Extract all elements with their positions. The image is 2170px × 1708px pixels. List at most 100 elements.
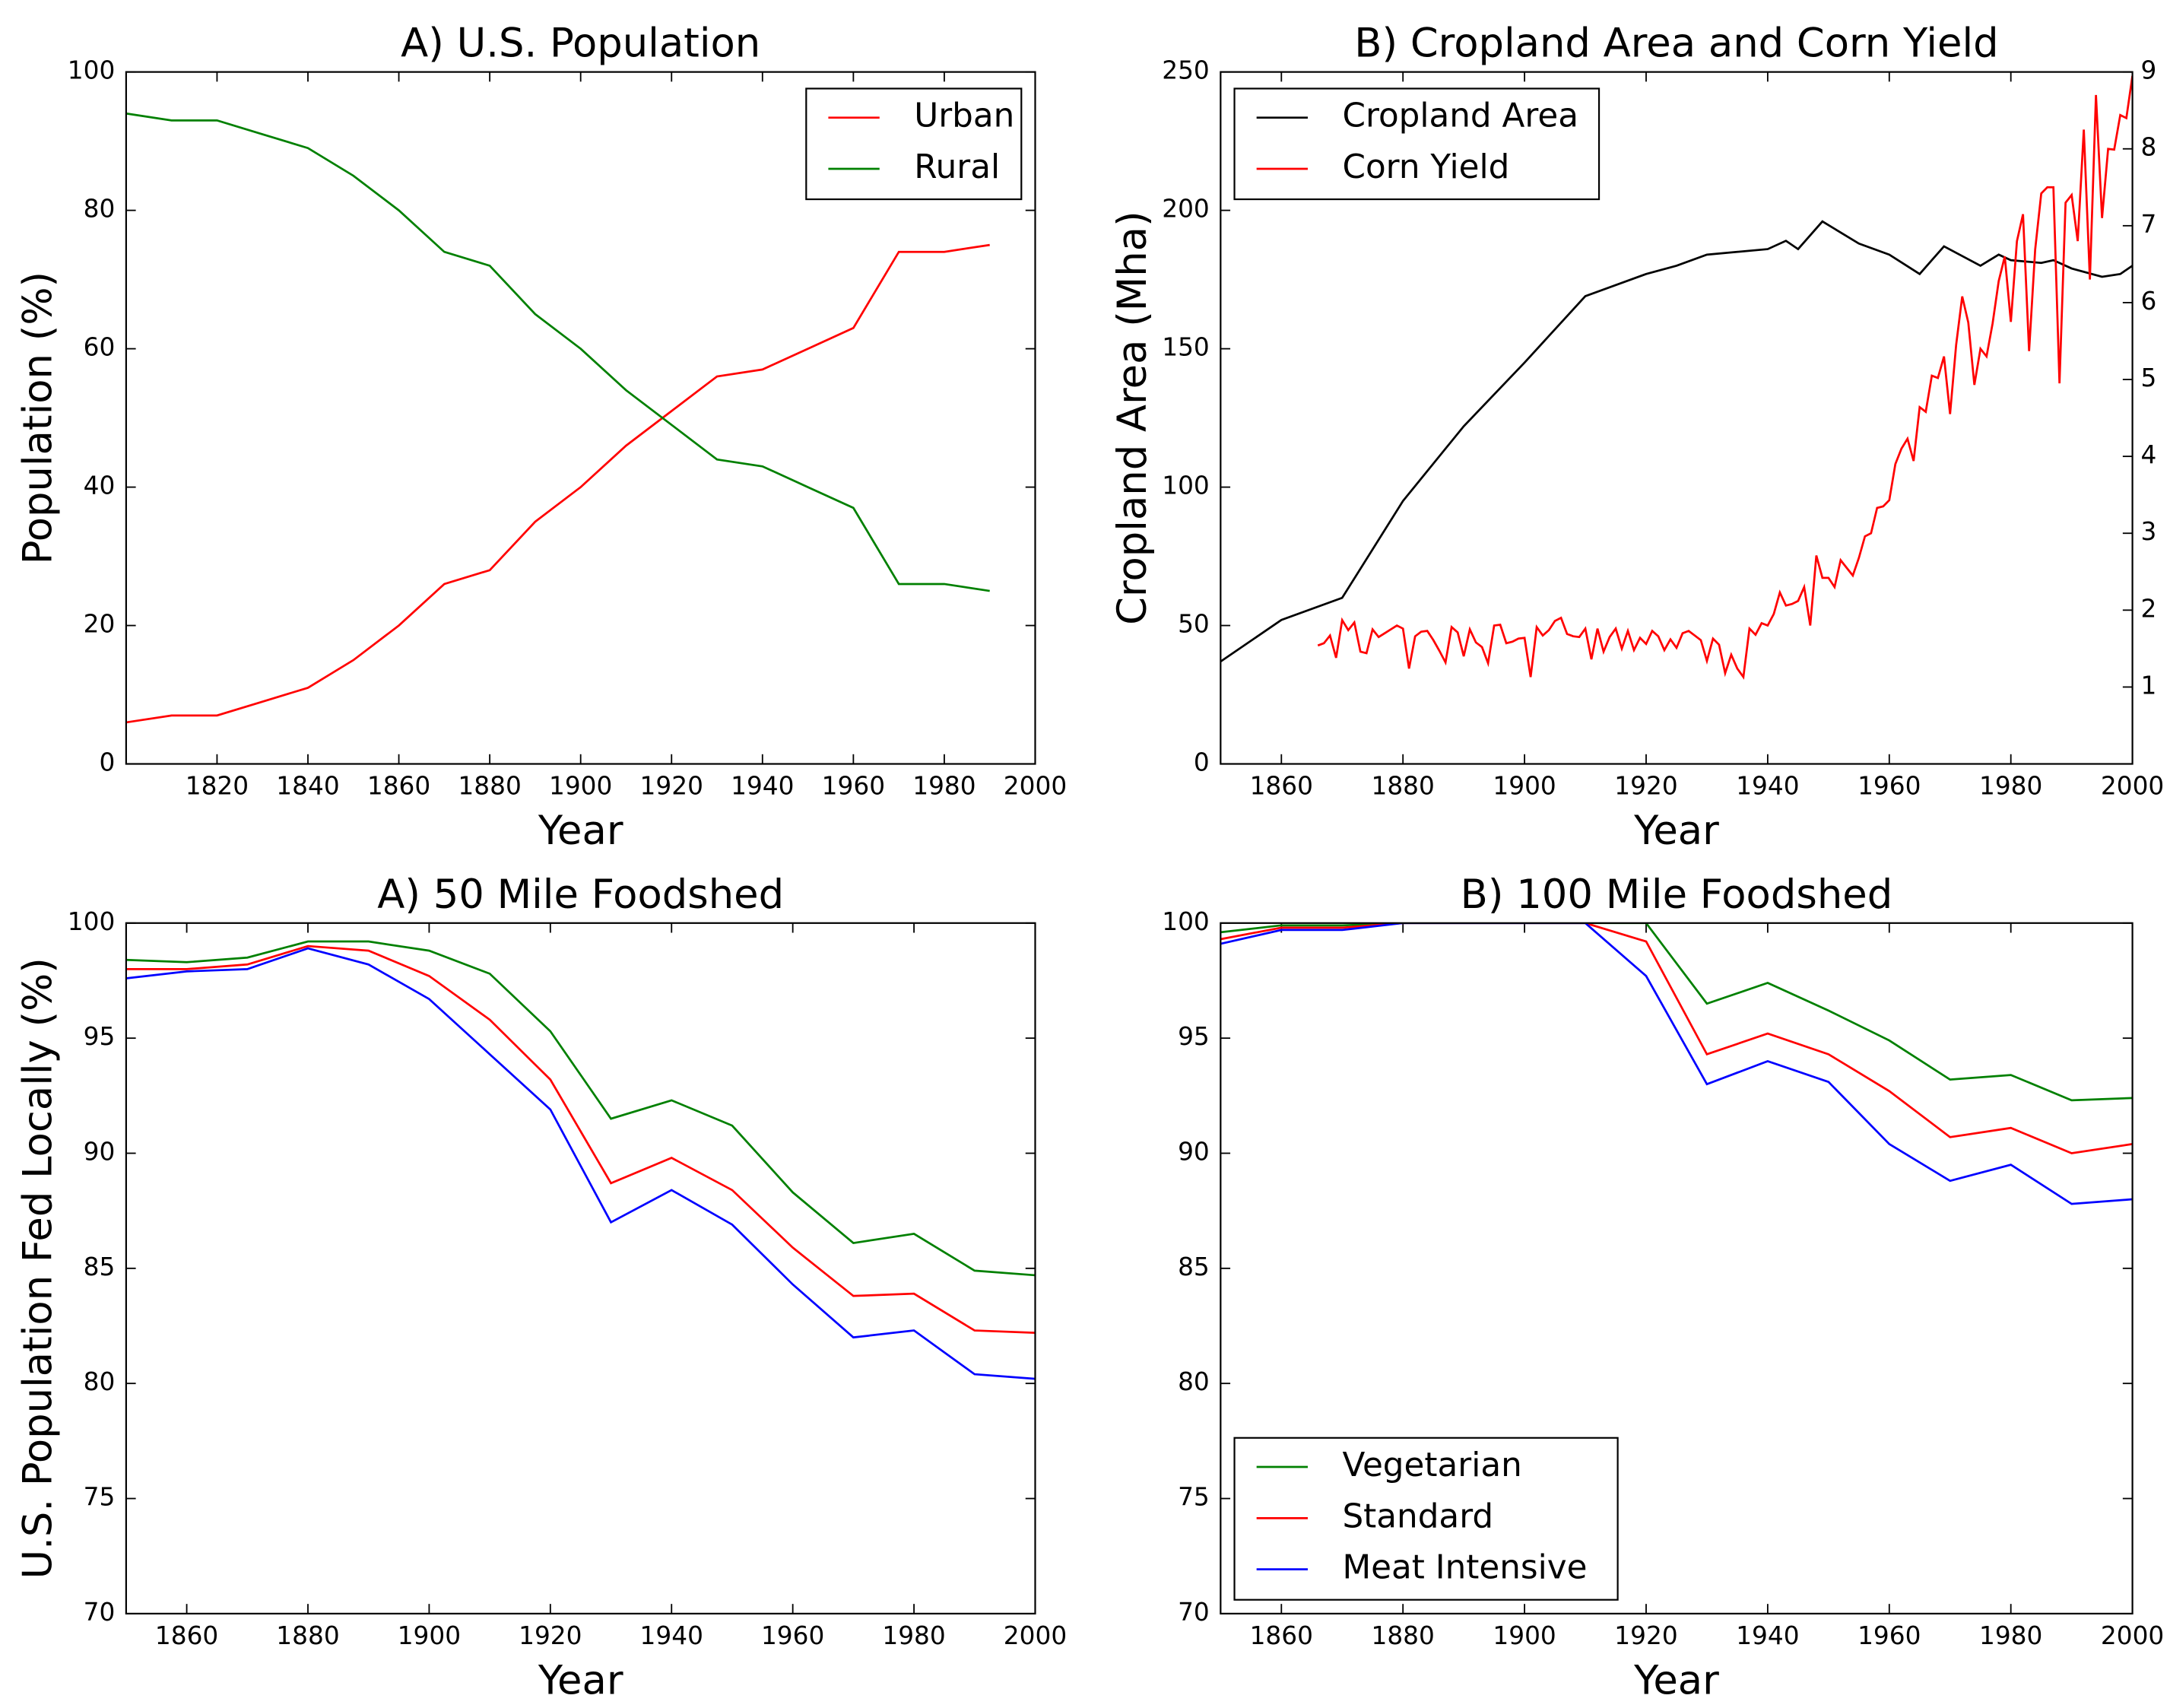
x-tick-label: 1900 xyxy=(1493,771,1556,800)
x-tick-label: 1880 xyxy=(1372,1621,1435,1650)
y2-tick-label: 7 xyxy=(2141,210,2157,239)
y-tick-label: 80 xyxy=(1178,1367,1210,1396)
series-line xyxy=(1220,922,2133,1205)
legend-label: Rural xyxy=(914,148,1000,186)
y-tick-label: 0 xyxy=(99,748,115,777)
y-tick-label: 80 xyxy=(84,195,116,224)
y2-tick-label: 3 xyxy=(2141,517,2157,546)
legend-label: Standard xyxy=(1342,1497,1493,1535)
chart-title: A) U.S. Population xyxy=(401,21,760,67)
x-tick-label: 1880 xyxy=(1372,771,1435,800)
x-axis-label: Year xyxy=(538,808,623,854)
chart-title: B) 100 Mile Foodshed xyxy=(1461,871,1893,918)
x-tick-label: 1900 xyxy=(398,1621,461,1650)
y-tick-label: 150 xyxy=(1162,333,1210,362)
y-tick-label: 90 xyxy=(1178,1138,1210,1167)
series-line xyxy=(1317,75,2133,680)
legend-label: Cropland Area xyxy=(1342,97,1578,135)
x-tick-label: 1940 xyxy=(1736,1621,1799,1650)
series-line xyxy=(1220,220,2133,662)
y2-tick-label: 4 xyxy=(2141,440,2157,469)
legend-label: Corn Yield xyxy=(1342,148,1509,186)
x-tick-label: 1920 xyxy=(519,1621,582,1650)
x-tick-label: 2000 xyxy=(2101,1621,2164,1650)
x-tick-label: 1820 xyxy=(186,771,249,800)
x-tick-label: 1940 xyxy=(1736,771,1799,800)
legend-label: Urban xyxy=(914,97,1014,135)
y2-tick-label: 9 xyxy=(2141,56,2157,85)
y-tick-label: 60 xyxy=(84,333,116,362)
x-tick-label: 1860 xyxy=(1250,771,1313,800)
x-tick-label: 1920 xyxy=(1614,771,1677,800)
legend-label: Meat Intensive xyxy=(1342,1548,1587,1587)
x-tick-label: 1980 xyxy=(882,1621,945,1650)
y2-tick-label: 6 xyxy=(2141,287,2157,316)
y-tick-label: 75 xyxy=(84,1483,116,1512)
x-tick-label: 1920 xyxy=(1614,1621,1677,1650)
y-tick-label: 0 xyxy=(1194,748,1210,777)
y-tick-label: 20 xyxy=(84,610,116,639)
y-tick-label: 100 xyxy=(68,56,116,85)
y-tick-label: 95 xyxy=(1178,1022,1210,1051)
y2-tick-label: 1 xyxy=(2141,671,2157,700)
y-tick-label: 85 xyxy=(84,1252,116,1281)
series-line xyxy=(125,947,1036,1380)
series-line xyxy=(125,940,1036,1277)
x-axis-label: Year xyxy=(1633,1658,1719,1704)
y-axis-label: Population (%) xyxy=(15,271,62,564)
legend-box xyxy=(805,87,1023,201)
x-tick-label: 1980 xyxy=(912,771,976,800)
y-tick-label: 70 xyxy=(84,1598,116,1627)
x-tick-label: 1860 xyxy=(155,1621,218,1650)
x-tick-label: 1840 xyxy=(276,771,339,800)
chart-title: A) 50 Mile Foodshed xyxy=(377,871,784,918)
chart-title: B) Cropland Area and Corn Yield xyxy=(1354,21,1998,67)
y-tick-label: 70 xyxy=(1178,1598,1210,1627)
y-tick-label: 80 xyxy=(84,1367,116,1396)
x-tick-label: 1980 xyxy=(1979,1621,2042,1650)
x-tick-label: 1880 xyxy=(458,771,521,800)
y-tick-label: 40 xyxy=(84,471,116,500)
x-tick-label: 2000 xyxy=(1004,1621,1067,1650)
y-tick-label: 95 xyxy=(84,1022,116,1051)
x-axis-label: Year xyxy=(1633,808,1719,854)
legend-label: Vegetarian xyxy=(1342,1446,1521,1484)
x-axis-label: Year xyxy=(538,1658,623,1704)
y-axis-label: Cropland Area (Mha) xyxy=(1109,211,1156,625)
series-line xyxy=(125,112,990,592)
x-tick-label: 1960 xyxy=(761,1621,824,1650)
y-tick-label: 85 xyxy=(1178,1252,1210,1281)
legend-box xyxy=(1233,87,1601,201)
y2-tick-label: 2 xyxy=(2141,594,2157,623)
y-tick-label: 90 xyxy=(84,1138,116,1167)
y2-tick-label: 5 xyxy=(2141,364,2157,392)
x-tick-label: 1860 xyxy=(367,771,430,800)
series-line xyxy=(125,243,990,724)
x-tick-label: 1960 xyxy=(1858,1621,1921,1650)
x-tick-label: 1900 xyxy=(549,771,612,800)
plot-frame xyxy=(125,71,1036,765)
x-tick-label: 1900 xyxy=(1493,1621,1556,1650)
plot-frame xyxy=(1220,71,2134,765)
x-tick-label: 1960 xyxy=(822,771,885,800)
y2-tick-label: 8 xyxy=(2141,133,2157,162)
x-tick-label: 1880 xyxy=(276,1621,339,1650)
y-tick-label: 100 xyxy=(1162,907,1210,936)
x-tick-label: 1960 xyxy=(1858,771,1921,800)
series-line xyxy=(1220,922,2133,1154)
y-tick-label: 75 xyxy=(1178,1483,1210,1512)
x-tick-label: 1940 xyxy=(731,771,794,800)
plot-frame xyxy=(1220,922,2134,1614)
y-tick-label: 50 xyxy=(1178,610,1210,639)
x-tick-label: 2000 xyxy=(1004,771,1067,800)
x-tick-label: 1920 xyxy=(640,771,703,800)
x-tick-label: 1980 xyxy=(1979,771,2042,800)
y-axis-label: U.S. Population Fed Locally (%) xyxy=(15,957,62,1579)
y-tick-label: 200 xyxy=(1162,195,1210,224)
x-tick-label: 1940 xyxy=(640,1621,703,1650)
y-tick-label: 250 xyxy=(1162,56,1210,85)
series-line xyxy=(125,944,1036,1334)
x-tick-label: 1860 xyxy=(1250,1621,1313,1650)
